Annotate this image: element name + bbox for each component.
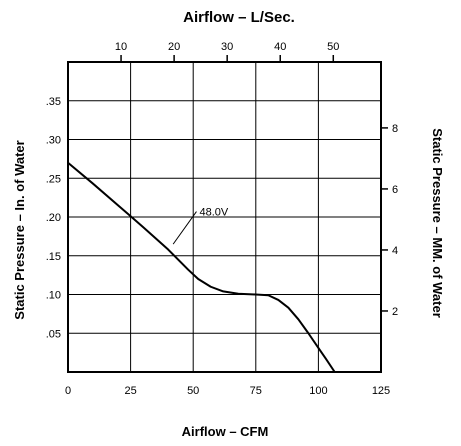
x-tick-label: 125 [372, 385, 390, 397]
top-axis-ticks: 10 20 30 40 50 [115, 41, 339, 62]
y-tick-label: .15 [46, 251, 61, 263]
plot-frame [67, 61, 382, 373]
right-tick-label: 2 [392, 306, 398, 318]
x-tick-label: 50 [187, 385, 199, 397]
series-label-48v: 48.0V [199, 207, 228, 219]
annotation-layer: 48.0V [172, 207, 229, 245]
y-tick-label: .05 [46, 328, 61, 340]
y-tick-label: .20 [46, 212, 61, 224]
series-line-48v [67, 161, 336, 373]
top-tick-label: 20 [168, 41, 180, 53]
y-tick-label: .10 [46, 290, 61, 302]
top-axis-title: Airflow – L/Sec. [183, 9, 295, 26]
annotation-leader-line [172, 211, 197, 245]
right-tick-label: 6 [392, 184, 398, 196]
top-tick-label: 40 [274, 41, 286, 53]
x-tick-label: 100 [309, 385, 327, 397]
right-tick-label: 8 [392, 123, 398, 135]
x-tick-label: 0 [65, 385, 71, 397]
right-axis-ticks: 2 4 6 8 [381, 123, 398, 318]
top-tick-label: 10 [115, 41, 127, 53]
left-axis-ticks: .05 .10 .15 .20 .25 .30 .35 [46, 96, 61, 341]
right-tick-label: 4 [392, 245, 398, 257]
x-tick-label: 75 [250, 385, 262, 397]
top-tick-label: 50 [327, 41, 339, 53]
y-tick-label: .30 [46, 135, 61, 147]
series-layer [67, 161, 336, 373]
bottom-axis-ticks: 0 25 50 75 100 125 [65, 385, 390, 397]
right-axis-title: Static Pressure – MM. of Water [430, 128, 445, 318]
bottom-axis-title: Airflow – CFM [182, 424, 269, 439]
top-tick-label: 30 [221, 41, 233, 53]
x-tick-label: 25 [124, 385, 136, 397]
left-axis-title: Static Pressure – In. of Water [12, 140, 27, 319]
y-tick-label: .35 [46, 96, 61, 108]
y-tick-label: .25 [46, 173, 61, 185]
